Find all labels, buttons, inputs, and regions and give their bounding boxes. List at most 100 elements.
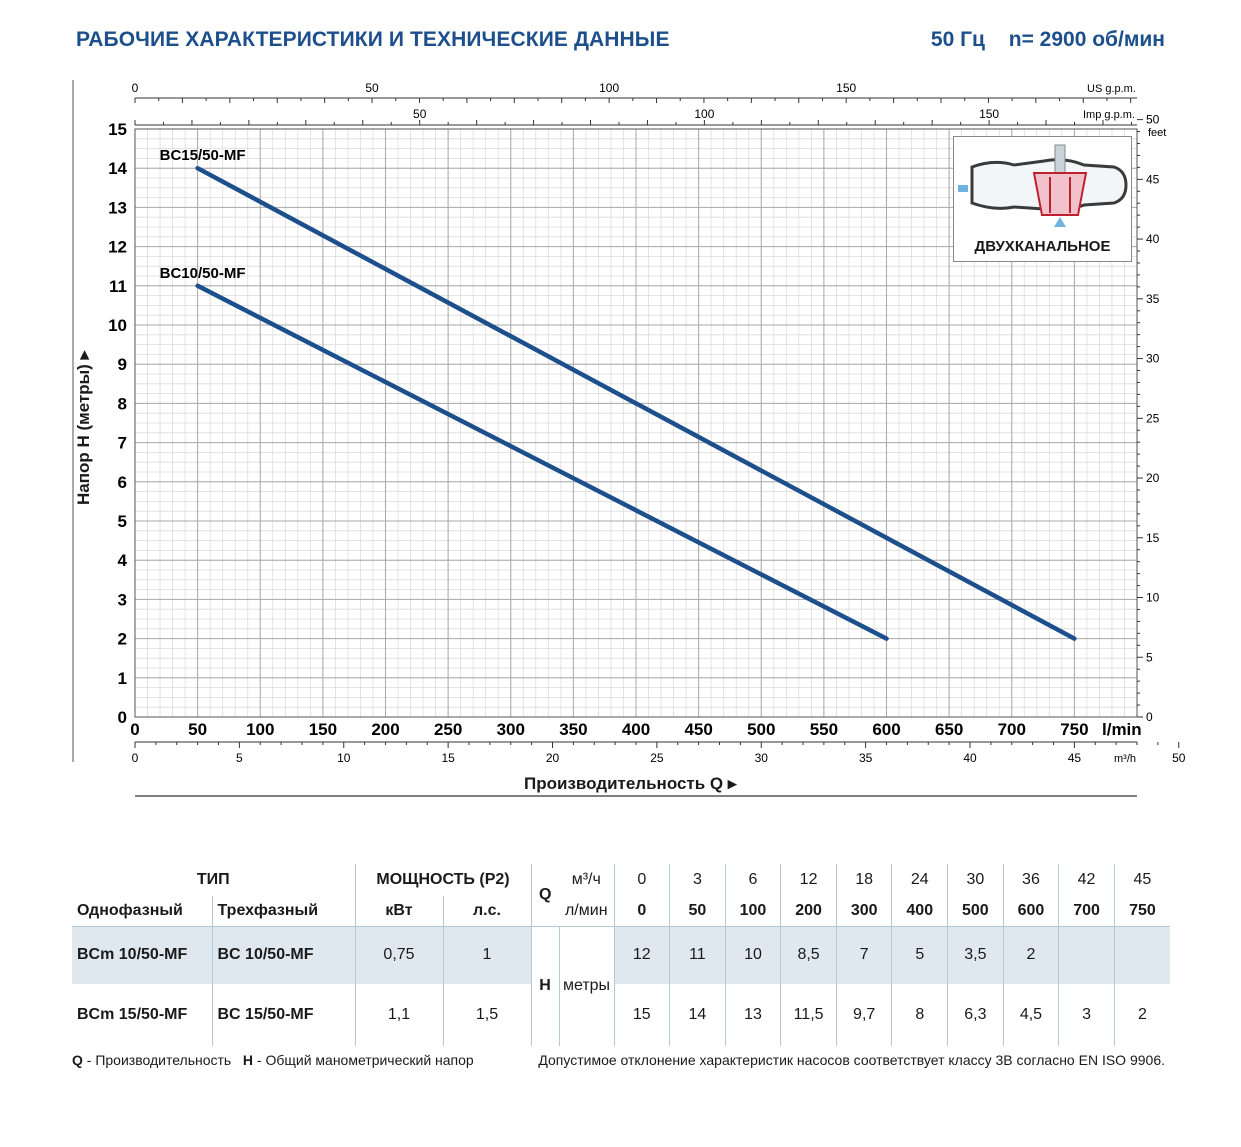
q-lmin-cell: 500 (947, 896, 1004, 927)
three-phase-model: BC 10/50-MF (211, 926, 355, 984)
single-phase-model: BCm 15/50-MF (77, 1006, 188, 1023)
table-row: BCm 10/50-MF BC 10/50-MF 0,75 1 H метры … (72, 926, 1170, 1046)
h-symbol: H (530, 926, 559, 1046)
y-tick-label: 0 (118, 708, 127, 727)
impeller-type-label: ДВУХКАНАЛЬНОЕ (974, 238, 1111, 255)
series-label-1: BC10/50-MF (160, 265, 246, 282)
imp-gpm-unit-label: Imp g.p.m. (1083, 109, 1135, 121)
x-tick-label: 600 (872, 720, 900, 739)
lmin-unit: л/мин (559, 896, 614, 927)
y-tick-label: 10 (108, 316, 127, 335)
x-tick-label: 150 (309, 720, 337, 739)
power-kw: 1,1 (354, 984, 443, 1046)
single-phase-model: BCm 10/50-MF (72, 926, 212, 984)
feet-tick-label: 45 (1146, 172, 1160, 186)
footnote-q-text: - Производительность (82, 1052, 232, 1068)
feet-unit-label: feet (1148, 127, 1166, 139)
series-line-0 (195, 165, 1077, 641)
x-tick-label: 450 (684, 720, 712, 739)
feet-tick-label: 40 (1146, 232, 1160, 246)
feet-tick-label: 0 (1146, 710, 1153, 724)
x-unit-label: l/min (1102, 720, 1142, 739)
us-gpm-unit-label: US g.p.m. (1087, 83, 1136, 95)
us-gpm-tick-label: 50 (365, 81, 379, 95)
page-title: РАБОЧИЕ ХАРАКТЕРИСТИКИ И ТЕХНИЧЕСКИЕ ДАН… (76, 28, 670, 51)
single-phase-header: Однофазный (72, 896, 212, 927)
m3h-tick-label: 45 (1068, 751, 1082, 765)
m3h-tick-label: 5 (236, 751, 243, 765)
m3h-tick-label: 10 (337, 751, 351, 765)
head-cell: 6,3 (947, 984, 1004, 1046)
y-tick-label: 11 (109, 277, 127, 296)
head-cell: 10 (724, 926, 781, 984)
imp-gpm-tick-label: 100 (694, 107, 714, 121)
x-tick-label: 250 (434, 720, 462, 739)
y-tick-label: 1 (118, 669, 127, 688)
power-hp: 1,5 (442, 984, 531, 1046)
x-tick-label: 650 (935, 720, 963, 739)
hp-header: л.с. (442, 896, 531, 927)
head-cell: 14 (669, 984, 726, 1046)
m3h-unit-label: m³/h (1114, 753, 1136, 765)
feet-tick-label: 35 (1146, 292, 1160, 306)
spec-table: ТИП МОЩНОСТЬ (P2) Q м³/ч 0 3 6 12 18 24 … (72, 864, 1170, 1046)
q-m3h-cell: 42 (1058, 864, 1115, 896)
x-tick-label: 100 (246, 720, 274, 739)
head-cell: 12 (613, 926, 670, 984)
footnote-h-key: H (242, 1052, 254, 1068)
y-tick-label: 3 (118, 590, 127, 609)
type-header: ТИП (196, 871, 230, 888)
footnote-tolerance: Допустимое отклонение характеристик насо… (538, 1052, 1165, 1068)
imp-gpm-tick-label: 150 (979, 107, 999, 121)
feet-tick-label: 15 (1146, 531, 1160, 545)
head-cell: 15 (613, 984, 670, 1046)
y-tick-label: 15 (108, 120, 127, 139)
power-hp: 1 (442, 926, 531, 984)
footnote-h-text: - Общий манометрический напор (253, 1052, 474, 1068)
q-lmin-cell: 200 (780, 896, 837, 927)
x-tick-label: 500 (747, 720, 775, 739)
x-tick-label: 750 (1060, 720, 1088, 739)
x-tick-label: 700 (998, 720, 1026, 739)
head-cell: 4,5 (1002, 984, 1059, 1046)
m3h-tick-label: 15 (441, 751, 455, 765)
x-tick-label: 300 (497, 720, 525, 739)
feet-tick-label: 10 (1146, 591, 1160, 605)
y-tick-label: 9 (118, 355, 127, 374)
speed-label: n= 2900 об/мин (1008, 28, 1165, 51)
q-m3h-cell: 0 (613, 864, 670, 896)
q-symbol: Q (530, 864, 559, 927)
three-phase-header: Трехфазный (211, 896, 355, 927)
q-m3h-cell: 18 (835, 864, 892, 896)
table-row: BCm 15/50-MF BC 15/50-MF 1,1 1,5 15 14 1… (72, 984, 1170, 1046)
head-cell (1058, 926, 1115, 984)
y-tick-label: 14 (108, 159, 127, 178)
q-m3h-cell: 3 (669, 864, 726, 896)
q-lmin-cell: 50 (669, 896, 726, 927)
head-cell: 2 (1002, 926, 1059, 984)
m3h-tick-label: 20 (546, 751, 560, 765)
head-cell: 2 (1113, 984, 1170, 1046)
x-tick-label: 400 (622, 720, 650, 739)
x-tick-label: 0 (130, 720, 139, 739)
head-cell: 3 (1058, 984, 1115, 1046)
frequency-label: 50 Гц (930, 28, 985, 51)
impeller-diagram-icon (958, 144, 1128, 227)
y-tick-label: 6 (118, 473, 127, 492)
q-m3h-cell: 24 (891, 864, 948, 896)
head-cell: 7 (835, 926, 892, 984)
footnote-q-key: Q (72, 1052, 83, 1068)
q-m3h-cell: 36 (1002, 864, 1059, 896)
q-lmin-cell: 100 (724, 896, 781, 927)
three-phase-model: BC 15/50-MF (211, 984, 355, 1046)
kw-header: кВт (354, 896, 443, 927)
feet-tick-label: 5 (1146, 650, 1153, 664)
impeller-inset: ДВУХКАНАЛЬНОЕ (953, 136, 1132, 262)
q-lmin-cell: 400 (891, 896, 948, 927)
us-gpm-tick-label: 150 (836, 81, 856, 95)
q-lmin-cell: 300 (835, 896, 892, 927)
q-lmin-cell: 600 (1002, 896, 1059, 927)
y-tick-label: 2 (118, 630, 127, 649)
feet-tick-label: 50 (1146, 113, 1160, 127)
